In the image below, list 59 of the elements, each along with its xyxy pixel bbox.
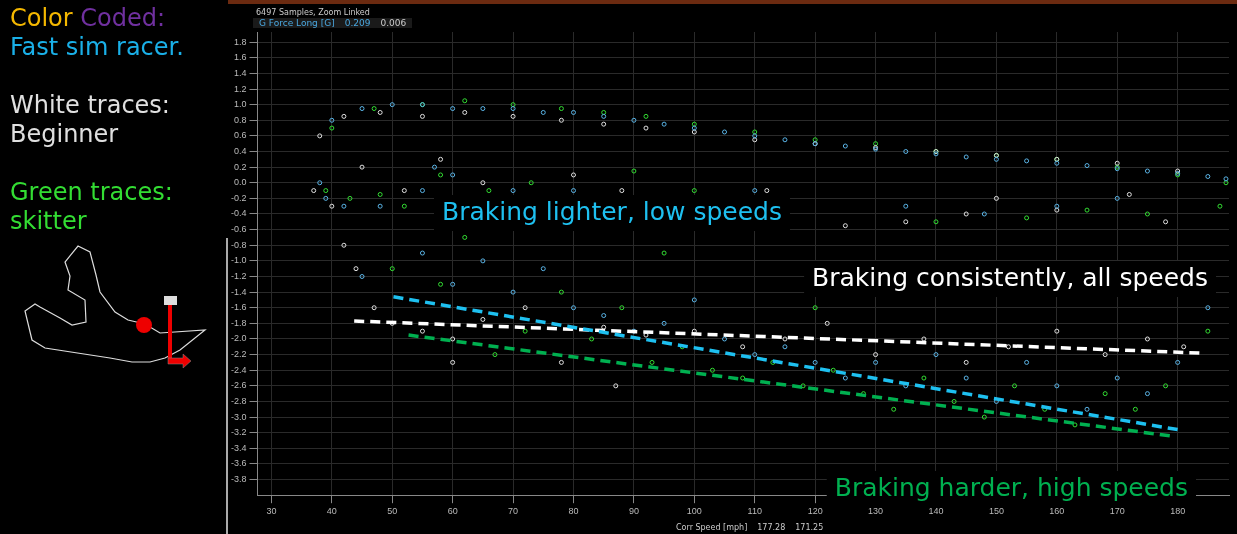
y-tick-label: -3.4 [230,442,247,453]
y-tick-label: 0.6 [233,130,247,141]
x-tick-label: 40 [326,506,337,517]
x-tick-label: 120 [807,506,823,517]
text: 171.25 [795,523,824,532]
x-tick-label: 90 [628,506,639,517]
x-tick-label: 180 [1170,506,1186,517]
y-tick-label: -1.2 [230,270,247,281]
y-tick-label: -1.8 [230,317,247,328]
annotation: Braking consistently, all speeds [812,262,1208,292]
chart-title: Color Coded: [10,4,166,32]
y-tick-label: 1.4 [233,67,247,78]
text: White traces: Beginner [10,91,171,149]
y-tick-label: -3.6 [230,458,247,469]
y-tick-label: -0.4 [230,208,247,219]
y-tick-label: -3.8 [230,474,247,485]
x-tick-label: 30 [266,506,277,517]
y-tick-label: 0.4 [233,145,247,156]
y-tick-label: 0.2 [233,161,247,172]
y-tick-label: -0.8 [230,239,247,250]
x-tick-label: 50 [387,506,398,517]
x-tick-label: 60 [447,506,458,517]
y-tick-label: 0.8 [233,114,247,125]
text: Green traces: skitter [10,178,174,236]
y-tick-label: 1.2 [233,83,247,94]
y-tick-label: -2.0 [230,333,247,344]
x-tick-label: 70 [508,506,519,517]
y-tick-label: -2.8 [230,395,247,406]
y-tick-label: 1.8 [233,36,247,47]
y-tick-label: -1.4 [230,286,247,297]
y-tick-label: -1.6 [230,302,247,313]
y-tick-label: -3.2 [230,427,247,438]
x-tick-label: 130 [868,506,884,517]
y-tick-label: 1.6 [233,52,247,63]
text: Fast sim racer. [10,33,185,62]
x-tick-label: 150 [988,506,1004,517]
y-tick-label: -0.2 [230,192,247,203]
y-tick-label: -3.0 [230,411,247,422]
x-axis-title: Corr Speed [mph] [676,523,748,532]
text: 177.28 [757,523,786,532]
y-tick-label: -2.4 [230,364,247,375]
y-tick-label: 0.0 [233,177,247,188]
y-tick-label: 1.0 [233,99,247,110]
x-tick-label: 100 [686,506,702,517]
x-tick-label: 170 [1109,506,1125,517]
x-tick-label: 160 [1049,506,1065,517]
annotation: Braking harder, high speeds [834,472,1189,502]
y-tick-label: -2.2 [230,349,247,360]
chart-subtitle: 6497 Samples, Zoom Linked [256,8,370,17]
annotation: Braking lighter, low speeds [442,196,782,226]
x-tick-label: 80 [568,506,579,517]
x-tick-label: 110 [747,506,762,517]
y-tick-label: -0.6 [230,224,247,235]
text: 0.006 [380,18,407,28]
x-tick-label: 140 [928,506,944,517]
y-tick-label: -1.0 [230,255,247,266]
y-tick-label: -2.6 [230,380,247,391]
text: 0.209 [344,18,371,28]
y-axis-title: G Force Long [G] [259,18,335,28]
